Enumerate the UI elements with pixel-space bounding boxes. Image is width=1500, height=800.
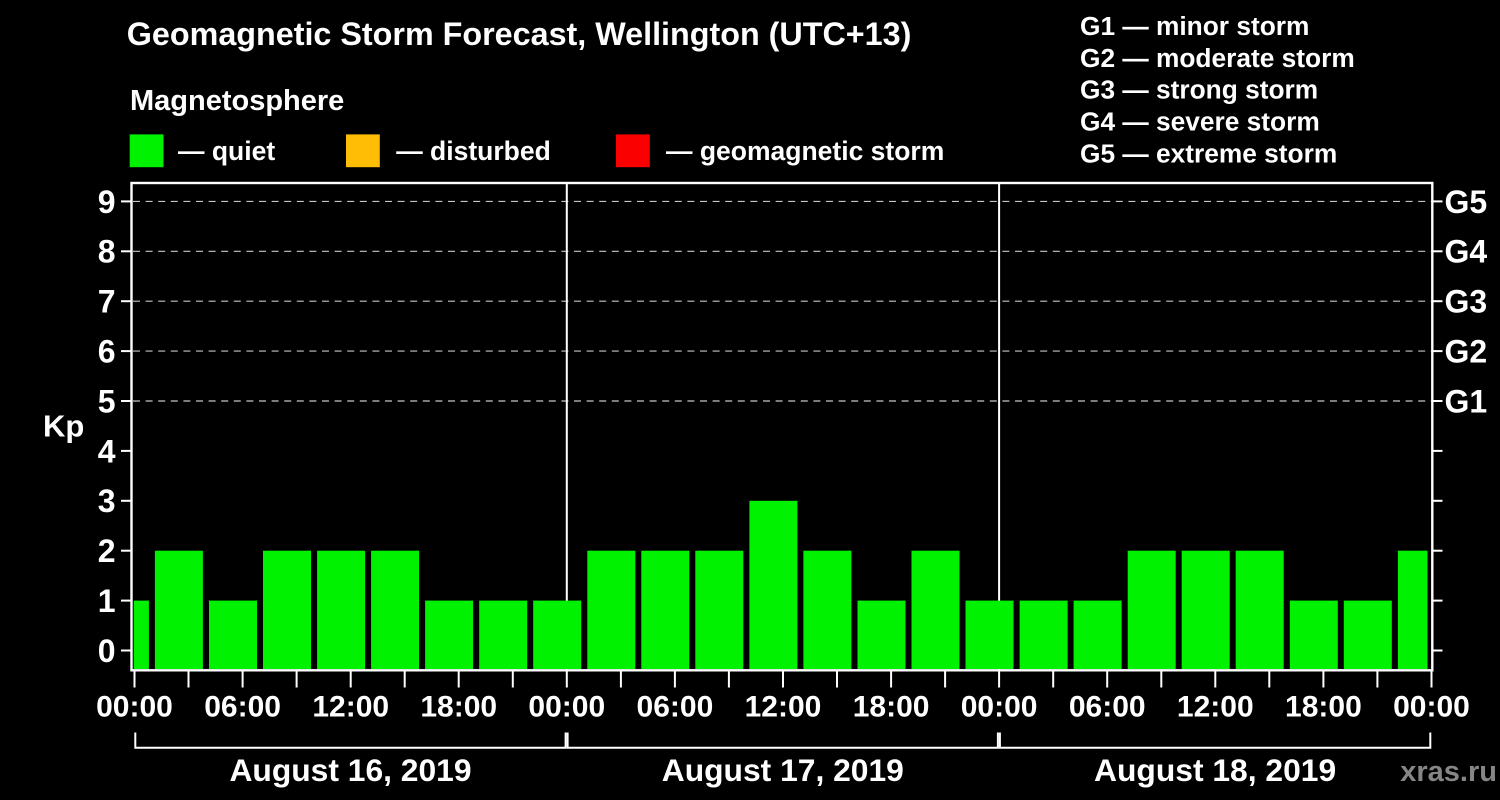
svg-text:00:00: 00:00 <box>528 691 605 724</box>
svg-text:G2: G2 <box>1445 334 1488 370</box>
svg-text:12:00: 12:00 <box>312 691 389 724</box>
svg-text:— disturbed: — disturbed <box>396 136 551 166</box>
svg-text:12:00: 12:00 <box>1177 691 1254 724</box>
svg-text:9: 9 <box>98 184 116 220</box>
svg-text:18:00: 18:00 <box>853 691 930 724</box>
svg-text:— quiet: — quiet <box>178 136 275 166</box>
svg-text:G1: G1 <box>1445 383 1488 419</box>
svg-text:5: 5 <box>98 383 116 419</box>
svg-text:August 17, 2019: August 17, 2019 <box>662 752 904 788</box>
svg-text:8: 8 <box>98 234 116 270</box>
svg-text:4: 4 <box>98 433 116 469</box>
svg-text:G4: G4 <box>1445 234 1488 270</box>
svg-text:6: 6 <box>98 334 116 370</box>
svg-text:18:00: 18:00 <box>420 691 497 724</box>
svg-text:August 18, 2019: August 18, 2019 <box>1094 752 1336 788</box>
svg-text:Geomagnetic Storm Forecast, We: Geomagnetic Storm Forecast, Wellington (… <box>127 16 912 52</box>
svg-text:Kp: Kp <box>43 409 84 444</box>
svg-text:0: 0 <box>98 633 116 669</box>
svg-text:xras.ru: xras.ru <box>1400 756 1497 788</box>
svg-text:00:00: 00:00 <box>1393 691 1470 724</box>
svg-text:3: 3 <box>98 483 116 519</box>
svg-text:7: 7 <box>98 284 116 320</box>
svg-text:06:00: 06:00 <box>637 691 714 724</box>
svg-text:August 16, 2019: August 16, 2019 <box>229 752 471 788</box>
svg-text:G1 — minor storm: G1 — minor storm <box>1080 11 1309 41</box>
svg-text:G3 — strong storm: G3 — strong storm <box>1080 75 1318 105</box>
svg-text:00:00: 00:00 <box>961 691 1038 724</box>
svg-text:Magnetosphere: Magnetosphere <box>130 85 344 117</box>
svg-text:G5: G5 <box>1445 184 1488 220</box>
svg-text:12:00: 12:00 <box>745 691 822 724</box>
svg-text:G2 — moderate storm: G2 — moderate storm <box>1080 43 1355 73</box>
svg-text:2: 2 <box>98 533 116 569</box>
svg-text:— geomagnetic storm: — geomagnetic storm <box>666 136 944 166</box>
svg-text:G4 — severe storm: G4 — severe storm <box>1080 107 1320 137</box>
svg-text:G3: G3 <box>1445 284 1488 320</box>
svg-text:1: 1 <box>98 583 116 619</box>
svg-text:06:00: 06:00 <box>204 691 281 724</box>
svg-text:18:00: 18:00 <box>1285 691 1362 724</box>
svg-text:06:00: 06:00 <box>1069 691 1146 724</box>
svg-text:00:00: 00:00 <box>96 691 173 724</box>
svg-text:G5 — extreme storm: G5 — extreme storm <box>1080 138 1337 168</box>
